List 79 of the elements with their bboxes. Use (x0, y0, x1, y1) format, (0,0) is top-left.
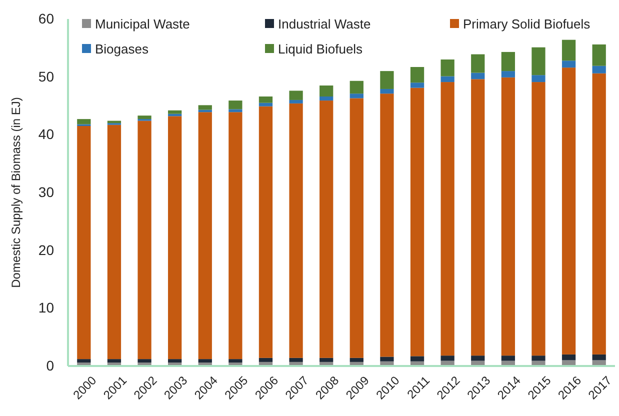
y-tick-label: 0 (46, 357, 54, 374)
bar (501, 52, 515, 72)
bar (320, 100, 334, 358)
bar (562, 354, 576, 360)
bar (198, 112, 212, 360)
bar (198, 105, 212, 110)
bar (228, 112, 242, 360)
bar (532, 356, 546, 361)
bar (138, 116, 152, 120)
bar (410, 67, 424, 83)
bar (380, 71, 394, 89)
bar (471, 79, 485, 356)
bar (228, 359, 242, 363)
bar (410, 88, 424, 356)
bar (107, 359, 122, 363)
bar (350, 80, 364, 94)
bar (258, 102, 273, 106)
bar (289, 358, 303, 362)
y-tick-label: 10 (38, 300, 54, 316)
y-tick-label: 40 (38, 126, 54, 142)
bar (440, 356, 454, 361)
bar (320, 358, 334, 362)
bar (168, 110, 182, 114)
bar (258, 358, 273, 362)
bar (228, 109, 242, 112)
bar (440, 76, 454, 82)
bar (501, 356, 515, 361)
bar (592, 44, 606, 66)
bar (77, 119, 91, 124)
y-tick-label: 20 (38, 242, 54, 258)
bar (532, 75, 546, 82)
bar (532, 47, 546, 76)
bar (380, 94, 394, 357)
y-axis-title: Domestic Supply of Biomass (in EJ) (9, 97, 23, 288)
bar (138, 359, 152, 363)
bar (289, 90, 303, 100)
bar (562, 60, 576, 68)
legend-label: Primary Solid Biofuels (463, 16, 591, 32)
bar (501, 77, 515, 356)
bar (350, 94, 364, 98)
bar (592, 66, 606, 74)
bar (532, 82, 546, 356)
bar (410, 356, 424, 362)
bar (77, 126, 91, 360)
bar (350, 358, 364, 362)
bar (380, 88, 394, 94)
bar (380, 356, 394, 362)
legend-label: Liquid Biofuels (278, 42, 364, 57)
bar (471, 72, 485, 80)
bar (440, 59, 454, 76)
bar (471, 356, 485, 361)
bar (258, 106, 273, 358)
bar (228, 100, 242, 110)
legend-label: Biogases (95, 42, 149, 57)
bar (77, 359, 91, 363)
bar (592, 73, 606, 354)
bar (350, 98, 364, 358)
bar (592, 354, 606, 360)
y-tick-label: 30 (38, 184, 54, 200)
bar (289, 103, 303, 358)
legend-label: Industrial Waste (278, 16, 371, 32)
bar (198, 359, 212, 363)
legend-label: Municipal Waste (95, 16, 190, 32)
bar (471, 54, 485, 73)
bar (562, 40, 576, 61)
bar (562, 68, 576, 354)
bar (501, 71, 515, 78)
bar (258, 96, 273, 103)
bar (138, 120, 152, 360)
bar (289, 100, 303, 104)
bar (168, 359, 182, 363)
bar (410, 82, 424, 88)
bar (320, 86, 334, 96)
bar (320, 96, 334, 101)
y-tick-label: 60 (38, 10, 54, 26)
bar (168, 116, 182, 360)
bar (440, 82, 454, 356)
y-tick-label: 50 (38, 68, 54, 84)
bar (107, 124, 122, 360)
